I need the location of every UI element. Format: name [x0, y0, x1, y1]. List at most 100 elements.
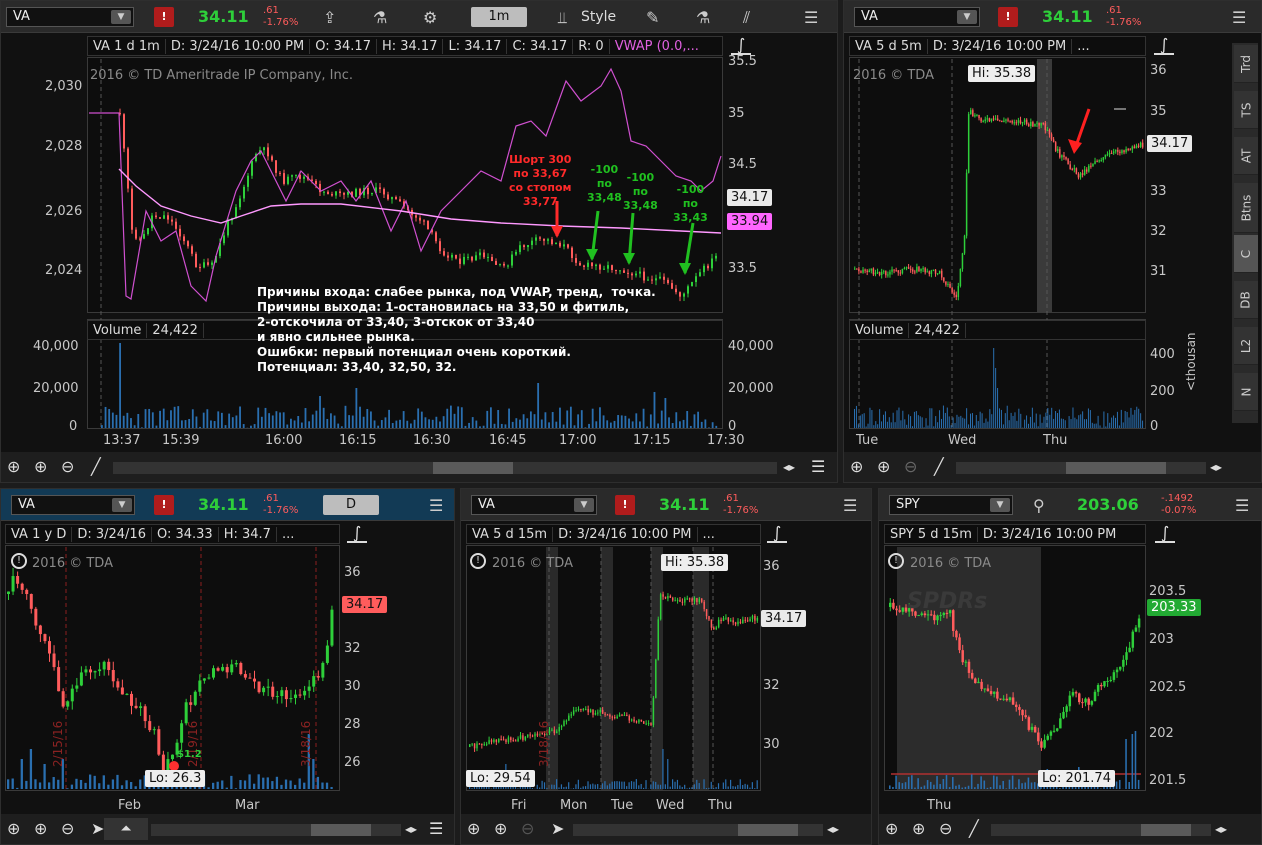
chevron-down-icon[interactable]: ▼	[111, 10, 131, 24]
collapse-button[interactable]: ⏶	[104, 818, 148, 840]
scroll-thumb[interactable]	[311, 824, 371, 836]
horizontal-scrollbar[interactable]	[573, 824, 823, 836]
draw-line-icon[interactable]: ╱	[969, 819, 979, 838]
trade-notes: Причины входа: слабее рынка, под VWAP, т…	[257, 285, 656, 374]
menu-icon[interactable]: ☰	[1232, 8, 1247, 27]
gear-icon[interactable]: ⚙	[423, 8, 438, 27]
flask-icon[interactable]: ⚗	[373, 8, 388, 27]
alert-flag-icon[interactable]: !	[998, 7, 1018, 27]
chart-settings-icon[interactable]: ∫	[767, 525, 787, 543]
zoom-in-icon[interactable]: ⊕	[912, 819, 926, 838]
x-label: 13:37	[103, 433, 141, 448]
zoom-out-icon[interactable]: ⊖	[521, 819, 535, 838]
price-plot[interactable]	[884, 545, 1146, 791]
info-date: D: 3/24/16 10:00 PM	[982, 526, 1117, 542]
alert-flag-icon[interactable]: !	[615, 495, 635, 515]
x-label: Fri	[511, 798, 527, 813]
cursor-icon[interactable]: ➤	[91, 819, 105, 838]
expand-icon[interactable]: ◂▸	[783, 460, 796, 474]
menu-icon[interactable]: ☰	[429, 496, 444, 515]
tab-db[interactable]: DB	[1234, 281, 1258, 319]
scroll-thumb[interactable]	[738, 824, 798, 836]
crosshair-icon[interactable]: ⊕	[467, 819, 481, 838]
cursor-icon[interactable]: ➤	[551, 819, 565, 838]
left-axis-label: 2,028	[45, 139, 83, 154]
symbol-selector[interactable]: SPY ▼	[889, 495, 1013, 515]
scroll-thumb[interactable]	[1141, 824, 1191, 836]
zoom-out-icon[interactable]: ⊖	[61, 819, 75, 838]
price-plot[interactable]	[5, 545, 340, 791]
style-icon[interactable]: ⫫	[558, 8, 567, 27]
period-button[interactable]: 1m	[471, 7, 527, 27]
zoom-in-icon[interactable]: ⊕	[877, 457, 891, 476]
crosshair-icon[interactable]: ⊕	[885, 819, 899, 838]
horizontal-scrollbar[interactable]	[151, 824, 401, 836]
tab-trd[interactable]: Trd	[1234, 45, 1258, 83]
alert-flag-icon[interactable]: !	[154, 7, 174, 27]
expand-icon[interactable]: ◂▸	[1215, 822, 1228, 836]
crosshair-icon[interactable]: ⊕	[7, 457, 21, 476]
tab-c[interactable]: C	[1234, 235, 1258, 273]
scroll-thumb[interactable]	[1066, 462, 1166, 474]
zoom-out-icon[interactable]: ⊖	[904, 457, 918, 476]
style-button[interactable]: Style	[581, 9, 617, 25]
symbol-selector[interactable]: VA ▼	[471, 495, 597, 515]
chart-settings-icon[interactable]: ∫	[1154, 37, 1174, 55]
zoom-out-icon[interactable]: ⊖	[939, 819, 953, 838]
menu-icon[interactable]: ☰	[804, 8, 819, 27]
flask-icon[interactable]: ⚗	[696, 8, 711, 27]
info-icon[interactable]: !	[888, 553, 904, 569]
price-plot[interactable]	[466, 545, 761, 791]
chevron-down-icon[interactable]: ▼	[957, 10, 977, 24]
symbol-text: VA	[13, 9, 30, 24]
menu-icon[interactable]: ☰	[843, 496, 858, 515]
info-close: C: 34.17	[507, 38, 574, 54]
horizontal-scrollbar[interactable]	[956, 462, 1206, 474]
expand-icon[interactable]: ◂▸	[1210, 460, 1223, 474]
right-axis-label: 35.5	[728, 54, 757, 69]
chart-settings-icon[interactable]: ∫	[347, 525, 367, 543]
share-icon[interactable]: ⇪	[323, 8, 337, 27]
info-icon[interactable]: !	[11, 553, 27, 569]
zoom-out-icon[interactable]: ⊖	[61, 457, 75, 476]
horizontal-scrollbar[interactable]	[113, 462, 777, 474]
zoom-in-icon[interactable]: ⊕	[34, 819, 48, 838]
price-plot[interactable]	[849, 57, 1146, 313]
last-price: 34.11	[1042, 7, 1093, 26]
symbol-selector[interactable]: VA ▼	[854, 7, 980, 27]
link-icon[interactable]: ⚲	[1033, 496, 1045, 515]
chevron-down-icon[interactable]: ▼	[990, 498, 1010, 512]
chart-settings-icon[interactable]: ∫	[1155, 525, 1175, 543]
scroll-thumb[interactable]	[433, 462, 513, 474]
lo-label: Lo: 201.74	[1038, 770, 1115, 787]
horizontal-scrollbar[interactable]	[991, 824, 1211, 836]
menu-icon[interactable]: ☰	[1235, 496, 1250, 515]
tab-at[interactable]: AT	[1234, 137, 1258, 175]
crosshair-icon[interactable]: ⊕	[7, 819, 21, 838]
zoom-in-icon[interactable]: ⊕	[494, 819, 508, 838]
tab-btns[interactable]: Btns	[1234, 183, 1258, 233]
info-icon[interactable]: !	[470, 553, 486, 569]
expand-icon[interactable]: ◂▸	[405, 822, 418, 836]
alert-flag-icon[interactable]: !	[154, 495, 174, 515]
vol-right-label: 40,000	[728, 339, 774, 354]
drawing-icon[interactable]: ⫽	[743, 8, 751, 27]
tab-l2[interactable]: L2	[1234, 327, 1258, 365]
chevron-down-icon[interactable]: ▼	[112, 498, 132, 512]
expand-icon[interactable]: ◂▸	[827, 822, 840, 836]
pencil-icon[interactable]: ✎	[646, 8, 660, 27]
tab-ts[interactable]: TS	[1234, 91, 1258, 129]
menu-icon[interactable]: ☰	[811, 457, 826, 476]
draw-line-icon[interactable]: ╱	[934, 457, 944, 476]
draw-line-icon[interactable]: ╱	[91, 457, 101, 476]
menu-icon[interactable]: ☰	[429, 819, 444, 838]
period-button[interactable]: D	[323, 495, 379, 515]
tab-n[interactable]: N	[1234, 373, 1258, 411]
zoom-in-icon[interactable]: ⊕	[34, 457, 48, 476]
crosshair-icon[interactable]: ⊕	[850, 457, 864, 476]
symbol-selector[interactable]: VA ▼	[6, 7, 134, 27]
chart-settings-icon[interactable]: ∫	[731, 37, 751, 55]
chevron-down-icon[interactable]: ▼	[574, 498, 594, 512]
symbol-selector[interactable]: VA ▼	[11, 495, 135, 515]
right-axis-label: 32	[344, 641, 361, 656]
